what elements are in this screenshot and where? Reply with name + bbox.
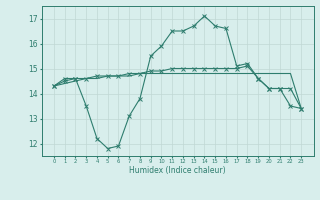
X-axis label: Humidex (Indice chaleur): Humidex (Indice chaleur) (129, 166, 226, 175)
